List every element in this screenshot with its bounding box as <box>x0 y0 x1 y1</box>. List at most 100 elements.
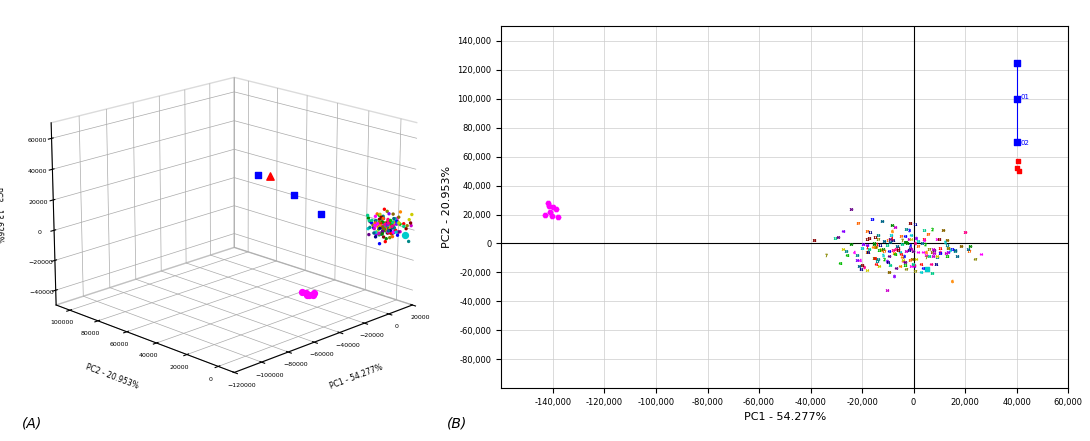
Point <box>879 286 896 293</box>
Point <box>895 258 912 265</box>
Point <box>879 258 896 265</box>
Point <box>868 243 885 250</box>
Point <box>918 266 935 273</box>
Point <box>920 231 937 238</box>
Point <box>855 240 872 247</box>
Point <box>865 241 883 248</box>
Point <box>860 235 877 242</box>
Point <box>849 220 867 227</box>
Point <box>850 263 868 270</box>
Point <box>874 251 892 258</box>
Point <box>893 251 910 258</box>
Point <box>884 222 901 229</box>
Point <box>903 246 920 253</box>
Point <box>861 229 879 236</box>
Point <box>867 244 884 251</box>
Point <box>855 263 872 270</box>
Point <box>901 236 919 243</box>
Point <box>938 236 956 243</box>
Point <box>912 269 930 276</box>
Point <box>860 246 877 253</box>
Point <box>928 253 945 260</box>
Point <box>972 250 990 257</box>
Point <box>960 248 978 255</box>
Point <box>835 228 852 235</box>
Point <box>892 232 909 239</box>
Point <box>880 269 897 276</box>
Point <box>873 217 891 224</box>
Point <box>908 235 925 242</box>
Point <box>901 241 919 248</box>
Point <box>894 256 911 263</box>
Point <box>541 202 558 209</box>
Point <box>858 242 875 249</box>
Point <box>931 249 948 256</box>
Point <box>915 235 932 242</box>
Point <box>864 254 882 261</box>
Point <box>931 249 948 256</box>
Point <box>897 248 915 255</box>
Point <box>1008 164 1026 172</box>
Point <box>913 239 931 247</box>
Point <box>886 223 904 230</box>
Point <box>900 220 918 227</box>
Point <box>917 254 934 261</box>
Point <box>913 249 931 256</box>
Point <box>543 213 560 220</box>
Point <box>859 249 876 256</box>
Point <box>923 249 941 256</box>
Point <box>871 263 888 270</box>
Point <box>806 237 823 244</box>
Point <box>903 262 920 269</box>
Point <box>882 232 899 239</box>
Point <box>865 239 883 246</box>
Point <box>922 260 940 267</box>
Point <box>925 250 943 257</box>
Point <box>875 255 893 262</box>
Point <box>859 228 876 235</box>
Point <box>872 246 889 253</box>
Point <box>852 265 870 272</box>
Point <box>875 237 893 244</box>
Point <box>901 257 919 264</box>
Point <box>542 208 559 215</box>
Point <box>953 242 970 249</box>
Point <box>908 256 925 263</box>
Point <box>896 259 913 266</box>
Point <box>874 246 892 253</box>
Point <box>905 262 922 269</box>
Point <box>894 236 911 243</box>
Point <box>864 243 882 250</box>
Point <box>826 235 844 242</box>
Point <box>871 247 888 254</box>
Point <box>934 227 952 234</box>
Point <box>867 233 884 240</box>
Point <box>904 247 921 254</box>
Point <box>909 243 926 250</box>
Point <box>1008 59 1026 66</box>
Point <box>938 242 956 249</box>
Point <box>860 248 877 255</box>
Point <box>872 247 889 254</box>
Point <box>818 251 835 258</box>
Point <box>889 245 907 252</box>
Point <box>536 211 554 218</box>
Point <box>882 239 899 246</box>
Point <box>896 262 913 269</box>
Point <box>885 250 903 257</box>
Point <box>871 242 888 249</box>
Point <box>884 237 901 244</box>
Point <box>884 234 901 241</box>
Point <box>928 260 945 267</box>
Point <box>931 244 948 251</box>
Text: (B): (B) <box>447 417 468 431</box>
Point <box>896 239 913 246</box>
Point <box>929 252 946 259</box>
Point <box>1008 95 1026 102</box>
Text: (A): (A) <box>22 417 43 431</box>
Point <box>959 246 977 253</box>
Point <box>905 260 922 267</box>
Point <box>831 260 848 267</box>
Point <box>829 234 847 241</box>
Point <box>547 205 565 212</box>
